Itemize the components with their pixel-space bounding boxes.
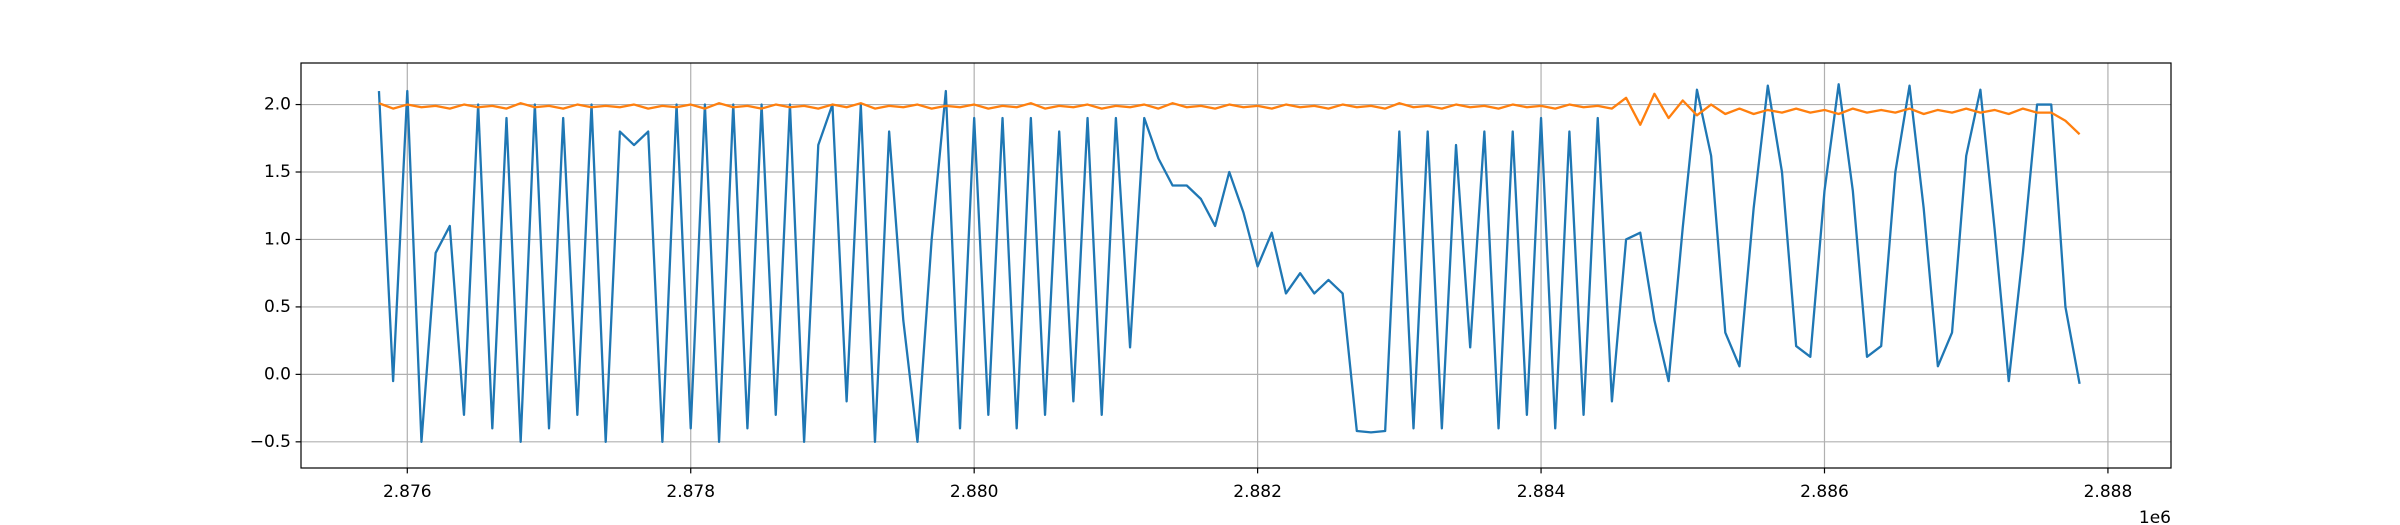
axes-frame [300,62,2172,469]
y-tick-label: 1.5 [264,162,291,182]
x-tick-label: 2.878 [666,482,715,502]
plot-area [377,83,2081,443]
y-tick-label: 0.0 [264,364,291,384]
x-tick-label: 2.882 [1233,482,1282,502]
x-tick-label: 2.886 [1800,482,1849,502]
x-tick-label: 2.884 [1517,482,1566,502]
x-offset-label: 1e6 [2139,508,2171,525]
series-line [377,83,2081,443]
x-tick-label: 2.888 [2084,482,2133,502]
y-tick-label: 2.0 [264,95,291,115]
y-tick-label: −0.5 [250,432,291,452]
grid [301,63,2171,468]
series-line [378,92,2081,136]
y-tick-label: 0.5 [264,297,291,317]
ticks: 2.876 2.878 2.880 2.882 2.884 2.886 2.888 −0.5 0… [250,95,2133,502]
y-tick-label: 1.0 [264,229,291,249]
x-tick-label: 2.880 [950,482,999,502]
x-tick-label: 2.876 [383,482,432,502]
